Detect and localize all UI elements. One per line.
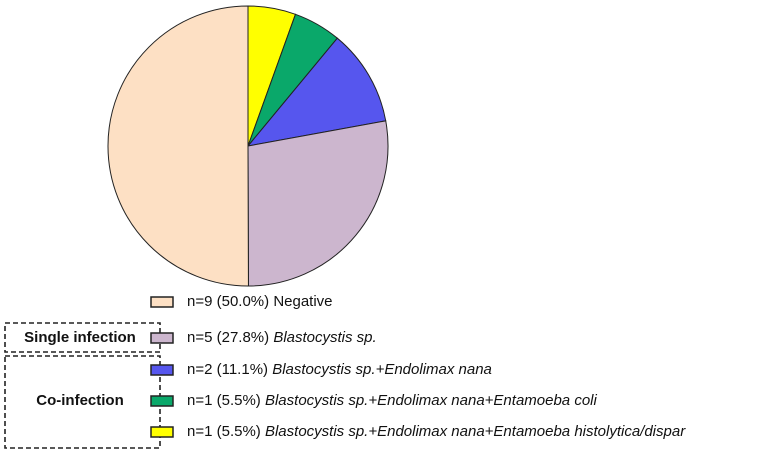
pie-slice (247, 120, 389, 287)
group-label: Co-infection (36, 392, 124, 409)
legend-text: n=2 (11.1%) Blastocystis sp.+Endolimax n… (187, 361, 492, 378)
pie-slice (107, 5, 249, 287)
legend-swatch (150, 332, 174, 344)
legend-swatch (150, 364, 174, 376)
legend-text: n=1 (5.5%) Blastocystis sp.+Endolimax na… (187, 392, 597, 409)
legend-swatch (150, 395, 174, 407)
value-label: n=9 (50.0%) (187, 293, 269, 310)
legend-text: n=9 (50.0%) Negative (187, 293, 333, 310)
pie-slice (246, 37, 387, 147)
legend-text: n=1 (5.5%) Blastocystis sp.+Endolimax na… (187, 423, 686, 440)
legend-swatch (150, 426, 174, 438)
legend-label: Negative (273, 293, 332, 310)
legend-swatch (150, 296, 174, 308)
legend-label: Blastocystis sp.+Endolimax nana+Entamoeb… (265, 392, 598, 409)
value-label: n=1 (5.5%) (187, 423, 261, 440)
legend-label: Blastocystis sp.+Endolimax nana+Entamoeb… (265, 423, 686, 440)
legend-text: n=5 (27.8%) Blastocystis sp. (187, 329, 377, 346)
value-label: n=2 (11.1%) (187, 361, 268, 378)
value-label: n=1 (5.5%) (187, 392, 261, 409)
legend-label: Blastocystis sp.+Endolimax nana (272, 361, 492, 378)
value-label: n=5 (27.8%) (187, 329, 269, 346)
legend-label: Blastocystis sp. (273, 329, 376, 346)
group-label: Single infection (24, 329, 136, 346)
